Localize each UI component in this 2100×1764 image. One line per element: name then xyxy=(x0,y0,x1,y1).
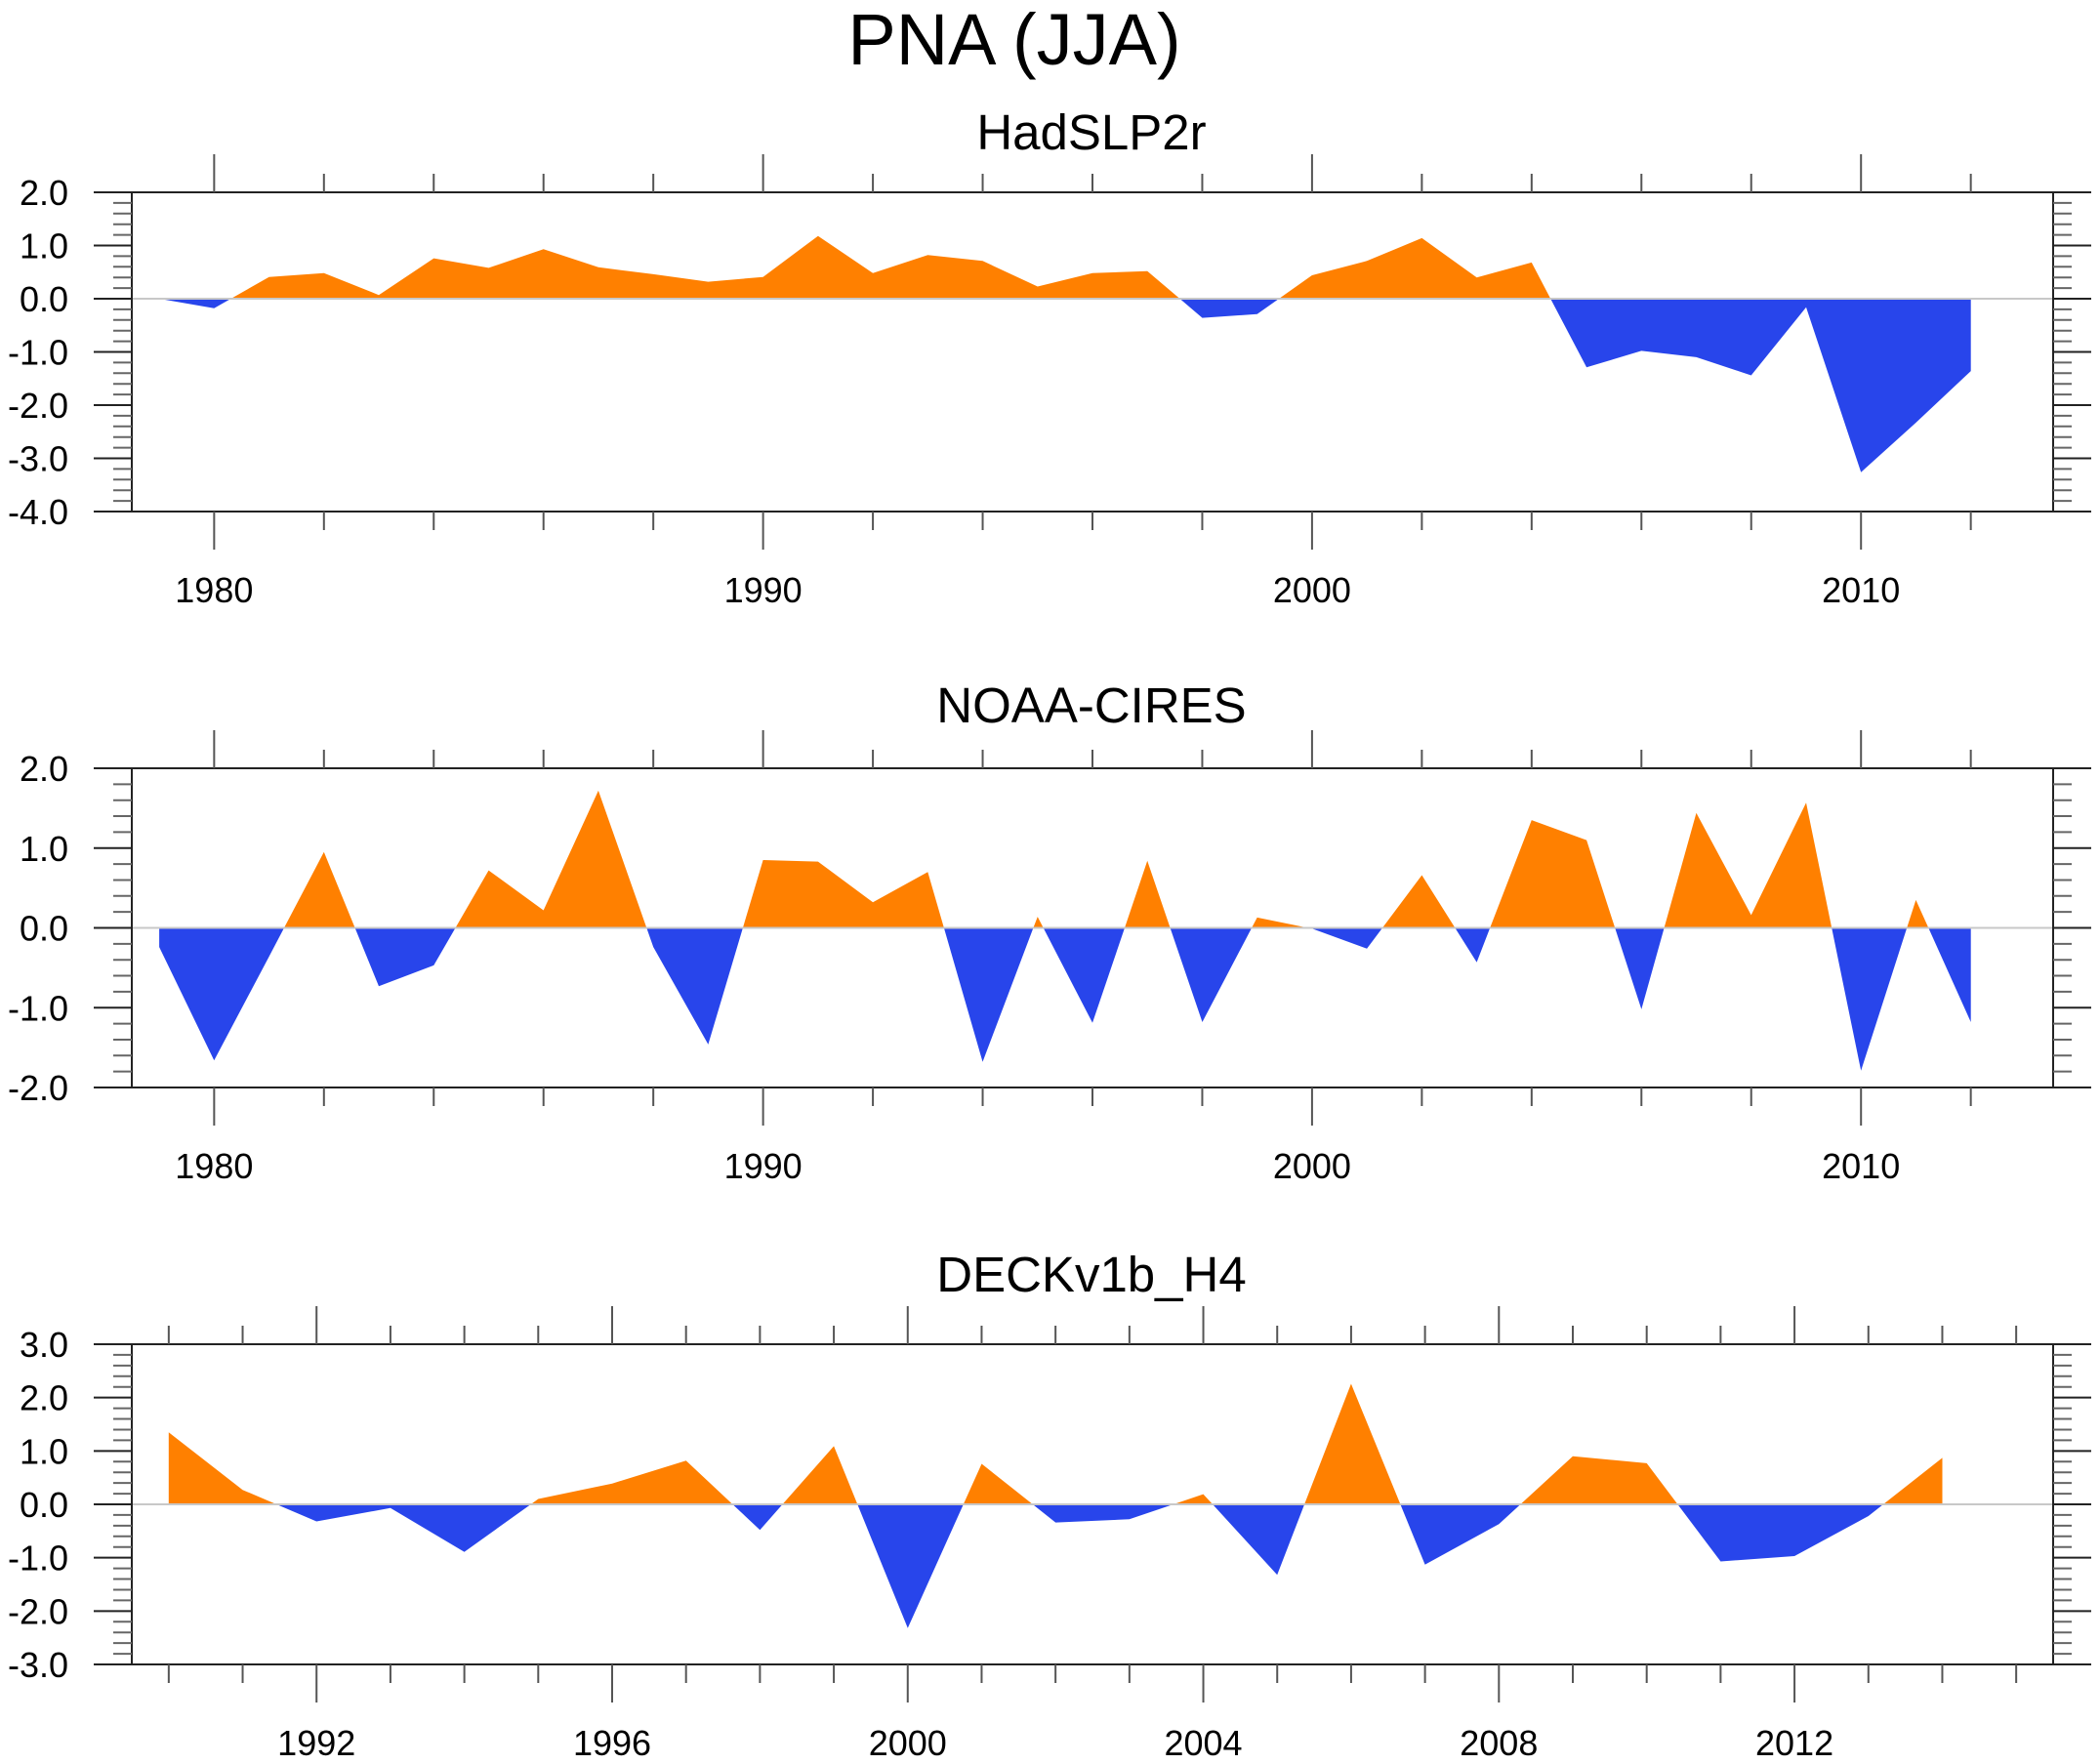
y-tick-label: 0.0 xyxy=(20,1485,68,1525)
y-tick-label: -1.0 xyxy=(8,1538,68,1579)
panel-title: DECKv1b_H4 xyxy=(936,1247,1246,1302)
x-tick-label: 2010 xyxy=(1822,570,1900,610)
y-tick-label: -2.0 xyxy=(8,386,68,426)
y-tick-label: -1.0 xyxy=(8,988,68,1028)
x-tick-label: 2000 xyxy=(869,1723,947,1763)
panel-title: NOAA-CIRES xyxy=(936,677,1246,733)
x-tick-label: 1990 xyxy=(724,570,803,610)
figure-title: PNA (JJA) xyxy=(847,0,1180,80)
y-tick-label: 1.0 xyxy=(20,829,68,869)
y-tick-label: 2.0 xyxy=(20,1378,68,1418)
x-tick-label: 2012 xyxy=(1755,1723,1833,1763)
y-tick-label: -1.0 xyxy=(8,333,68,373)
panel-noaa-cires: NOAA-CIRES 2.0 1.0 0.0 -1.0 -2.0 1980 1990 2000… xyxy=(8,677,2091,1186)
y-tick-label: 1.0 xyxy=(20,226,68,267)
y-tick-label: 1.0 xyxy=(20,1431,68,1471)
x-tick-label: 2000 xyxy=(1273,1146,1351,1186)
x-tick-label: 1990 xyxy=(724,1146,803,1186)
negative-anomaly-area xyxy=(159,927,1971,1071)
x-tick-label: 2004 xyxy=(1164,1723,1242,1763)
panel-title: HadSLP2r xyxy=(976,104,1206,160)
y-tick-label: 2.0 xyxy=(20,173,68,213)
panel-deckv1b-h4: DECKv1b_H4 3.0 2.0 1.0 0.0 -1.0 -2.0 -3.0 1992 1… xyxy=(8,1247,2091,1763)
y-tick-label: -2.0 xyxy=(8,1591,68,1631)
y-tick-label: -3.0 xyxy=(8,1645,68,1685)
y-tick-label: 0.0 xyxy=(20,279,68,319)
y-tick-label: -4.0 xyxy=(8,492,68,532)
x-tick-label: 1992 xyxy=(277,1723,355,1763)
x-tick-label: 2010 xyxy=(1822,1146,1900,1186)
x-tick-label: 2000 xyxy=(1273,570,1351,610)
x-tick-label: 1980 xyxy=(175,1146,253,1186)
y-tick-label: -2.0 xyxy=(8,1068,68,1108)
y-tick-label: 2.0 xyxy=(20,749,68,789)
y-tick-label: 0.0 xyxy=(20,909,68,949)
y-tick-label: 3.0 xyxy=(20,1325,68,1365)
positive-anomaly-area xyxy=(159,790,1971,928)
negative-anomaly-area xyxy=(168,1504,1943,1628)
negative-anomaly-area xyxy=(159,299,1971,472)
x-tick-label: 2008 xyxy=(1460,1723,1538,1763)
y-tick-label: -3.0 xyxy=(8,439,68,479)
panel-hadslp2r: HadSLP2r 2.0 1.0 0.0 -1.0 -2.0 -3.0 -4.0 1980 19… xyxy=(8,104,2091,610)
x-tick-label: 1996 xyxy=(573,1723,651,1763)
x-tick-label: 1980 xyxy=(175,570,253,610)
positive-anomaly-area xyxy=(159,235,1971,299)
